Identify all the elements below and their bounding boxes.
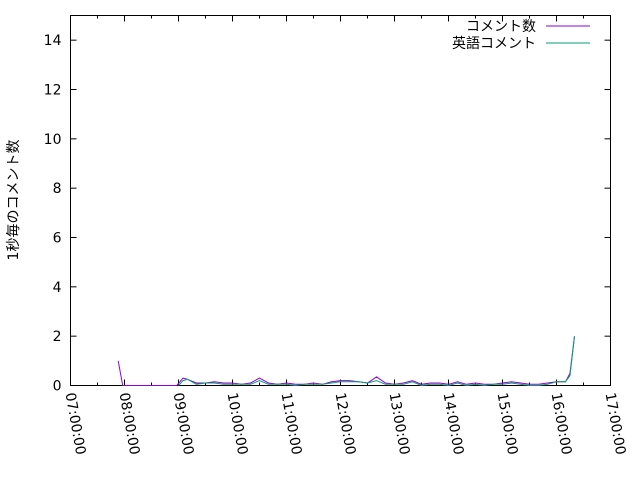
x-tick-label: 07:00:00 (62, 391, 89, 456)
y-tick-label: 0 (53, 379, 62, 395)
y-tick-label: 4 (53, 280, 62, 296)
y-tick-label: 12 (44, 83, 62, 99)
x-tick-label: 08:00:00 (116, 391, 143, 456)
y-tick-label: 6 (53, 231, 62, 247)
x-tick-label: 11:00:00 (278, 391, 305, 456)
x-tick-label: 09:00:00 (170, 391, 197, 456)
legend-label-0: コメント数 (466, 19, 536, 35)
series-line-0 (117, 336, 575, 386)
y-axis-label: 1秒毎のコメント数 (6, 140, 22, 261)
x-tick-label: 12:00:00 (332, 391, 359, 456)
legend-label-1: 英語コメント (452, 35, 536, 52)
series-line-1 (178, 336, 575, 387)
x-tick-label: 13:00:00 (386, 391, 413, 456)
legend: コメント数 英語コメント (452, 19, 590, 52)
x-tick-label: 15:00:00 (494, 391, 521, 456)
y-tick-label: 2 (53, 329, 62, 345)
x-tick-label: 16:00:00 (548, 391, 575, 456)
x-tick-label: 10:00:00 (224, 391, 251, 456)
y-tick-label: 10 (44, 132, 62, 148)
plot-frame (70, 15, 611, 386)
y-tick-label: 14 (44, 33, 62, 49)
y-tick-label: 8 (53, 181, 62, 197)
x-tick-label: 17:00:00 (602, 391, 629, 456)
x-tick-label: 14:00:00 (440, 391, 467, 456)
